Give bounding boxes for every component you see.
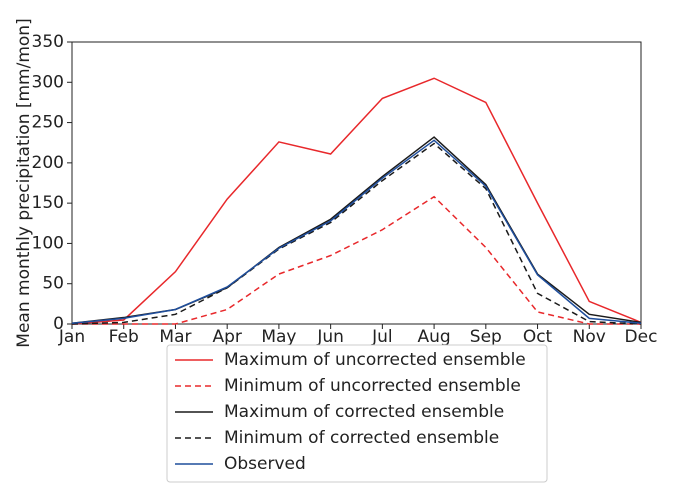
y-tick-label: 250 <box>32 113 64 133</box>
legend-label: Minimum of uncorrected ensemble <box>224 376 521 396</box>
x-tick-label: Mar <box>159 327 191 347</box>
x-tick-label: Sep <box>470 327 502 347</box>
series-line <box>71 77 642 325</box>
legend-label: Maximum of corrected ensemble <box>224 402 504 422</box>
legend-box <box>166 344 548 483</box>
legend-label: Minimum of corrected ensemble <box>224 428 499 448</box>
y-tick-label: 300 <box>32 72 64 92</box>
y-axis-label: Mean monthly precipitation [mm/mon] <box>14 18 34 347</box>
plot-frame <box>71 41 642 325</box>
series-line <box>71 142 642 325</box>
x-tick-label: Oct <box>523 327 553 347</box>
legend-label: Observed <box>224 454 306 474</box>
y-tick-label: 50 <box>42 274 64 294</box>
x-tick-label: May <box>261 327 296 347</box>
series-line <box>71 136 642 324</box>
y-tick-label: 200 <box>32 153 64 173</box>
legend-label: Maximum of uncorrected ensemble <box>224 350 526 370</box>
series-line <box>72 195 641 325</box>
series-line <box>71 139 642 324</box>
x-tick-label: Apr <box>212 327 241 347</box>
x-tick-label: Aug <box>417 327 450 347</box>
x-tick-label: Nov <box>573 327 606 347</box>
x-tick-label: Feb <box>109 327 139 347</box>
x-tick-label: Jan <box>58 327 85 347</box>
y-tick-label: 100 <box>32 233 64 253</box>
x-tick-label: Jun <box>316 327 344 347</box>
y-tick-label: 150 <box>32 193 64 213</box>
x-tick-label: Dec <box>625 327 658 347</box>
y-tick-label: 0 <box>53 314 64 334</box>
y-tick-label: 350 <box>32 32 64 52</box>
x-tick-label: Jul <box>371 327 393 347</box>
